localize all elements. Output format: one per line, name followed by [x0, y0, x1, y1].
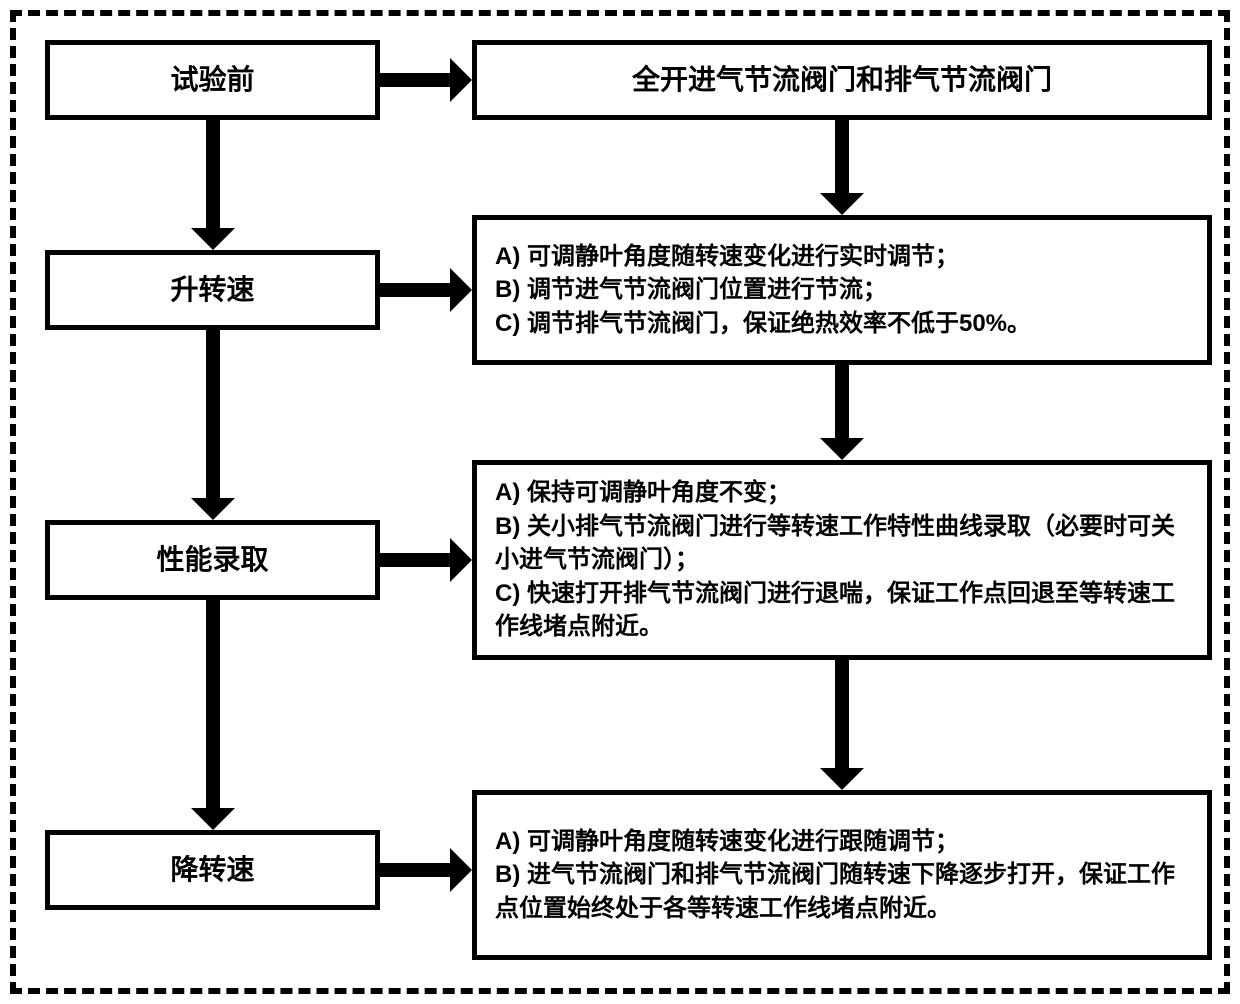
edge-n4-n6-line [835, 365, 849, 438]
node-n2-label: 全开进气节流阀门和排气节流阀门 [632, 60, 1052, 99]
node-n2: 全开进气节流阀门和排气节流阀门 [472, 40, 1212, 120]
edge-n5-n6-head [450, 538, 472, 582]
node-n8: A) 可调静叶角度随转速变化进行跟随调节； B) 进气节流阀门和排气节流阀门随转… [472, 790, 1212, 960]
node-n4-label: A) 可调静叶角度随转速变化进行实时调节； B) 调节进气节流阀门位置进行节流；… [495, 240, 1031, 341]
edge-n1-n3-head [191, 228, 235, 250]
edge-n5-n7-line [206, 600, 220, 808]
node-n7-label: 降转速 [170, 850, 254, 889]
node-n6-label: A) 保持可调静叶角度不变； B) 关小排气节流阀门进行等转速工作特性曲线录取（… [495, 476, 1189, 644]
edge-n3-n5-line [206, 330, 220, 498]
node-n3-label: 升转速 [170, 270, 254, 309]
edge-n7-n8-head [450, 848, 472, 892]
edge-n2-n4-head [820, 193, 864, 215]
edge-n5-n7-head [191, 808, 235, 830]
node-n1: 试验前 [45, 40, 380, 120]
edge-n6-n8-head [820, 768, 864, 790]
node-n1-label: 试验前 [170, 60, 254, 99]
edge-n1-n2-line [380, 73, 450, 87]
edge-n3-n5-head [191, 498, 235, 520]
edge-n6-n8-line [835, 660, 849, 768]
edge-n1-n2-head [450, 58, 472, 102]
node-n8-label: A) 可调静叶角度随转速变化进行跟随调节； B) 进气节流阀门和排气节流阀门随转… [495, 825, 1189, 926]
node-n6: A) 保持可调静叶角度不变； B) 关小排气节流阀门进行等转速工作特性曲线录取（… [472, 460, 1212, 660]
node-n7: 降转速 [45, 830, 380, 910]
edge-n4-n6-head [820, 438, 864, 460]
edge-n2-n4-line [835, 120, 849, 193]
edge-n7-n8-line [380, 863, 450, 877]
flowchart-canvas: 试验前 全开进气节流阀门和排气节流阀门升转速 A) 可调静叶角度随转速变化进行实时调… [0, 0, 1240, 1004]
edge-n5-n6-line [380, 553, 450, 567]
node-n5: 性能录取 [45, 520, 380, 600]
edge-n3-n4-head [450, 268, 472, 312]
node-n5-label: 性能录取 [156, 540, 268, 579]
node-n3: 升转速 [45, 250, 380, 330]
edge-n3-n4-line [380, 283, 450, 297]
node-n4: A) 可调静叶角度随转速变化进行实时调节； B) 调节进气节流阀门位置进行节流；… [472, 215, 1212, 365]
edge-n1-n3-line [206, 120, 220, 228]
